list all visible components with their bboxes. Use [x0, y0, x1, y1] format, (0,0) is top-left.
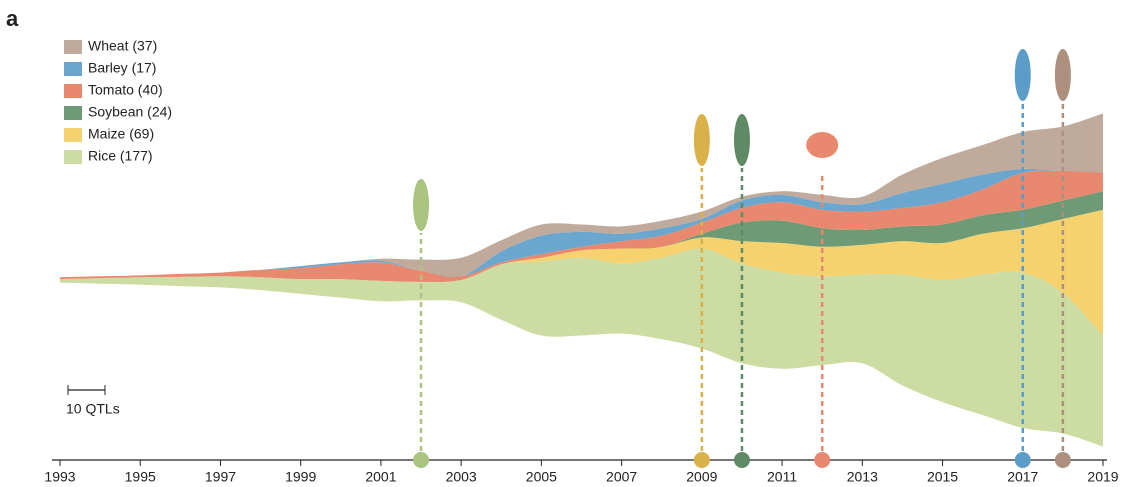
chart: a 1993 1995 1997 1999 2001 2003 2005 2007 2009 20… — [0, 0, 1123, 487]
legend-label: Rice (177) — [88, 148, 153, 164]
panel-label: a — [6, 6, 19, 31]
event-dot — [734, 452, 750, 468]
event-icon — [1055, 49, 1071, 101]
x-tick-label: 1995 — [125, 469, 156, 485]
event-dot — [1015, 452, 1031, 468]
legend-swatch — [64, 40, 82, 54]
x-tick-label: 2015 — [927, 469, 958, 485]
legend-swatch — [64, 150, 82, 164]
legend-swatch — [64, 84, 82, 98]
x-tick-label: 1997 — [205, 469, 236, 485]
x-tick-label: 1993 — [44, 469, 75, 485]
event-dot — [1055, 452, 1071, 468]
x-tick-label: 2013 — [847, 469, 878, 485]
event-dot — [814, 452, 830, 468]
event-icon — [806, 132, 838, 158]
scale-bar-label: 10 QTLs — [66, 401, 120, 417]
legend-swatch — [64, 62, 82, 76]
x-tick-label: 2003 — [446, 469, 477, 485]
event-icon — [694, 114, 710, 166]
legend-label: Maize (69) — [88, 126, 154, 142]
x-tick-label: 2009 — [686, 469, 717, 485]
x-tick-label: 2001 — [365, 469, 396, 485]
x-tick-label: 2019 — [1087, 469, 1118, 485]
event-icon — [413, 179, 429, 231]
x-tick-label: 2007 — [606, 469, 637, 485]
x-tick-label: 2011 — [767, 469, 797, 485]
legend-label: Barley (17) — [88, 60, 156, 76]
event-dot — [694, 452, 710, 468]
legend-swatch — [64, 106, 82, 120]
event-dot — [413, 452, 429, 468]
legend-label: Soybean (24) — [88, 104, 172, 120]
x-tick-label: 2005 — [526, 469, 557, 485]
legend-swatch — [64, 128, 82, 142]
event-icon — [734, 114, 750, 166]
legend-label: Tomato (40) — [88, 82, 163, 98]
legend-label: Wheat (37) — [88, 38, 157, 54]
event-icon — [1015, 49, 1031, 101]
x-tick-label: 1999 — [285, 469, 316, 485]
x-tick-label: 2017 — [1007, 469, 1038, 485]
